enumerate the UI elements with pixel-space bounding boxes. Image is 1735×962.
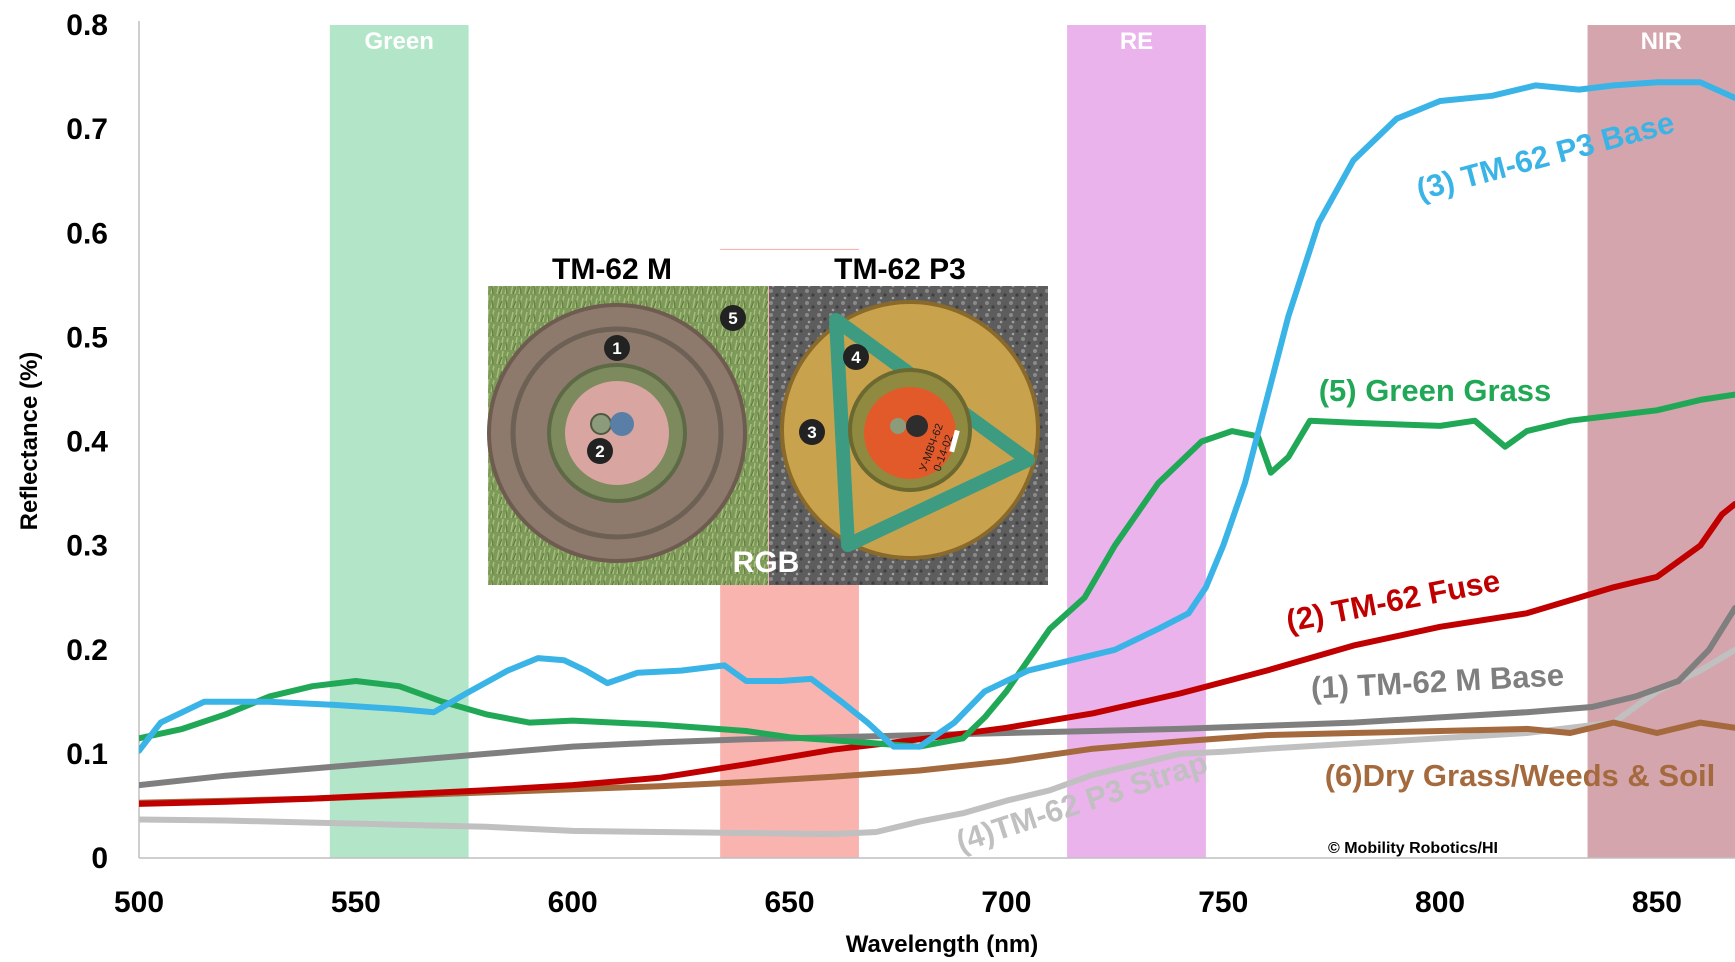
x-tick-label: 650 — [765, 886, 815, 919]
mine-photo-inset: TM-62 M TM-62 P3 У-МВЧ-62 0-14-02 — [487, 250, 1048, 585]
copyright-notice: © Mobility Robotics/HI — [1328, 840, 1498, 857]
axes: 0 0.1 0.2 0.3 0.4 0.5 0.6 0.7 0.8 500 550 600 650 700… — [16, 9, 1735, 958]
series-line-2 — [139, 501, 1735, 807]
series-line-3 — [139, 79, 1735, 754]
series-label-6: (6)Dry Grass/Weeds & Soil — [1325, 758, 1716, 793]
x-tick-label: 600 — [548, 886, 598, 919]
series-label-2: (2) TM-62 Fuse — [1283, 563, 1503, 639]
y-tick-label: 0.1 — [66, 738, 108, 771]
x-tick-label: 850 — [1632, 886, 1682, 919]
band-nir — [1587, 25, 1735, 858]
marker-2: 2 — [587, 438, 613, 464]
photo-tm62p3: У-МВЧ-62 0-14-02 — [769, 286, 1048, 585]
y-tick-label: 0.2 — [66, 634, 108, 667]
photo-tm62m — [487, 286, 768, 585]
inset-title-bar — [488, 250, 1048, 286]
series-line-4 — [139, 646, 1735, 838]
y-tick-label: 0 — [91, 842, 108, 875]
band-label-green: Green — [365, 28, 434, 55]
svg-text:2: 2 — [595, 442, 604, 461]
y-tick-label: 0.4 — [66, 426, 108, 459]
x-tick-label: 800 — [1415, 886, 1465, 919]
svg-text:4: 4 — [851, 348, 861, 367]
y-tick-label: 0.5 — [66, 321, 108, 354]
marker-4: 4 — [843, 344, 869, 370]
band-label-nir: NIR — [1641, 28, 1682, 55]
y-axis-title: Reflectance (%) — [16, 352, 43, 531]
series-line-5 — [139, 391, 1735, 750]
x-tick-label: 550 — [331, 886, 381, 919]
y-tick-label: 0.8 — [66, 9, 108, 42]
marker-3: 3 — [799, 419, 825, 445]
x-tick-label: 700 — [981, 886, 1031, 919]
x-axis-title: Wavelength (nm) — [846, 931, 1038, 958]
series-lines — [139, 79, 1735, 838]
y-tick-label: 0.7 — [66, 113, 108, 146]
inset-title-tm62m: TM-62 M — [552, 253, 672, 286]
y-tick-label: 0.6 — [66, 217, 108, 250]
spectral-bands: GreenRedRENIR — [329, 25, 1735, 858]
marker-1: 1 — [604, 335, 630, 361]
inset-title-tm62p3: TM-62 P3 — [834, 253, 966, 286]
rgb-label: RGB — [733, 546, 800, 579]
series-line-1 — [139, 605, 1735, 789]
band-label-re: RE — [1120, 28, 1153, 55]
x-tick-label: 500 — [114, 886, 164, 919]
band-green — [329, 25, 469, 858]
y-tick-label: 0.3 — [66, 530, 108, 563]
series-label-5: (5) Green Grass — [1319, 373, 1552, 408]
marker-5: 5 — [720, 305, 746, 331]
x-tick-label: 750 — [1198, 886, 1248, 919]
svg-text:3: 3 — [807, 423, 816, 442]
series-label-1: (1) TM-62 M Base — [1310, 657, 1565, 705]
svg-text:5: 5 — [728, 309, 737, 328]
band-re — [1067, 25, 1206, 858]
svg-text:1: 1 — [612, 339, 621, 358]
